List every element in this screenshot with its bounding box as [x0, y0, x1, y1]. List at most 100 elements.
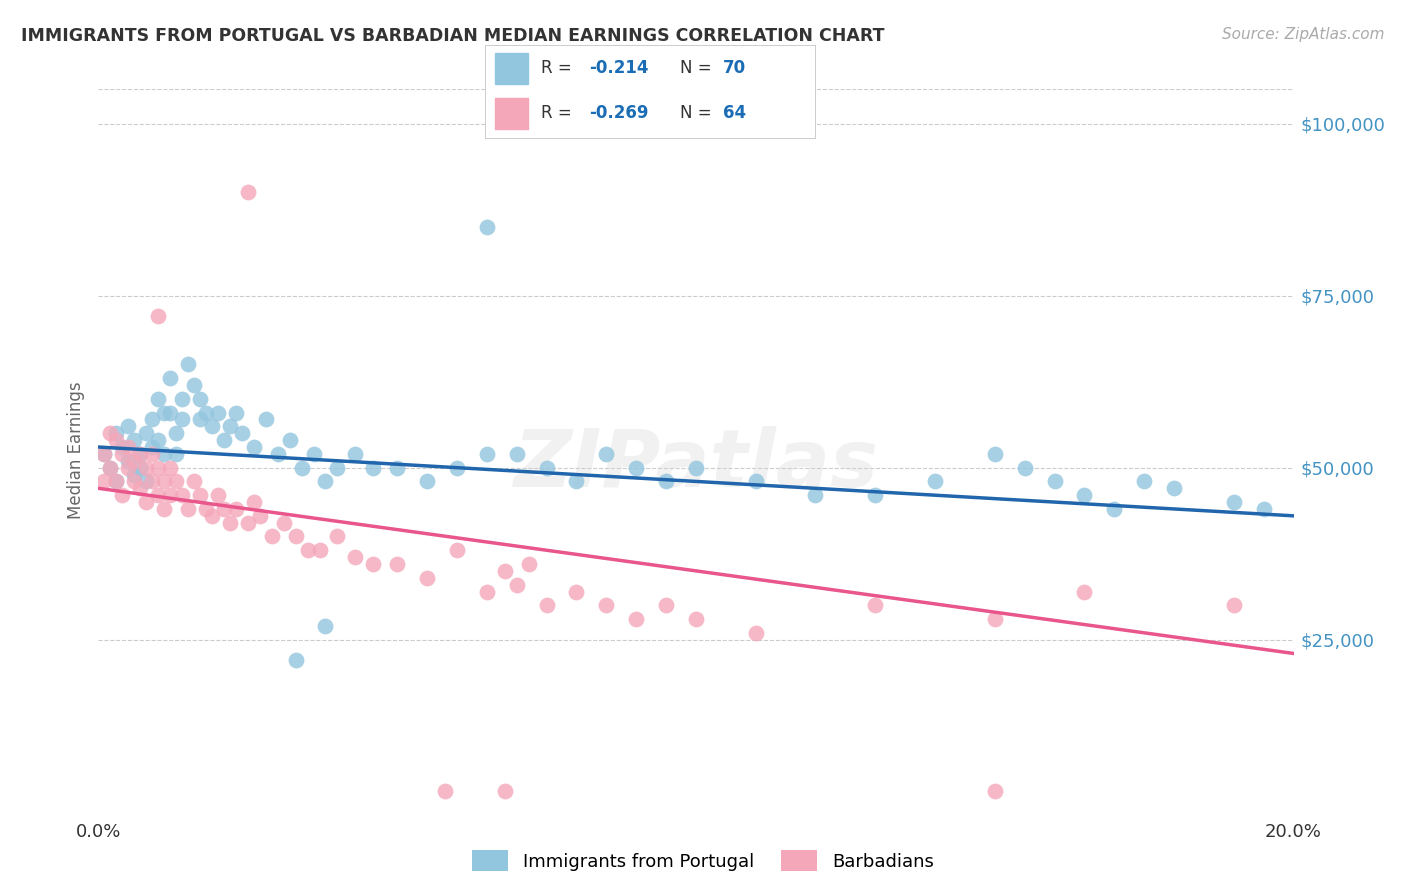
Point [416, 475, 439, 489]
Point [326, 460, 349, 475]
Point [655, 599, 678, 613]
Point [98, 460, 122, 475]
Point [308, 543, 330, 558]
Point [165, 475, 187, 489]
Point [260, 529, 283, 543]
Point [117, 440, 139, 454]
Point [117, 454, 139, 468]
Point [159, 488, 181, 502]
Point [595, 599, 617, 613]
Point [865, 488, 887, 502]
Point [363, 460, 385, 475]
Point [273, 516, 295, 530]
Text: -0.214: -0.214 [589, 60, 648, 78]
Point [117, 460, 139, 475]
Point [267, 447, 290, 461]
Point [416, 571, 439, 585]
Point [188, 488, 211, 502]
Point [207, 406, 229, 420]
Point [141, 475, 163, 489]
Point [124, 467, 146, 482]
Point [212, 433, 235, 447]
Point [475, 584, 498, 599]
Point [685, 612, 707, 626]
Point [135, 495, 157, 509]
Point [1223, 599, 1246, 613]
Point [93, 475, 115, 489]
Text: R =: R = [541, 60, 578, 78]
Point [565, 475, 588, 489]
Point [626, 460, 648, 475]
Point [231, 426, 253, 441]
Point [105, 433, 128, 447]
Point [1163, 481, 1185, 495]
Point [225, 502, 247, 516]
Point [98, 426, 122, 441]
Point [517, 557, 540, 571]
Point [153, 475, 176, 489]
Point [1104, 502, 1126, 516]
Point [1014, 460, 1036, 475]
Text: ZIPatlas: ZIPatlas [513, 425, 879, 504]
Point [148, 310, 170, 324]
Point [475, 219, 498, 234]
Text: Source: ZipAtlas.com: Source: ZipAtlas.com [1222, 27, 1385, 42]
Point [165, 426, 187, 441]
Point [924, 475, 946, 489]
Point [183, 378, 205, 392]
Point [249, 508, 271, 523]
Point [183, 475, 205, 489]
Point [1073, 584, 1095, 599]
Point [494, 564, 516, 578]
Point [219, 419, 242, 434]
Point [506, 447, 529, 461]
Point [172, 412, 194, 426]
Text: 70: 70 [723, 60, 747, 78]
Point [129, 481, 152, 495]
Point [93, 447, 115, 461]
Point [141, 440, 163, 454]
Point [494, 784, 516, 798]
Point [129, 460, 152, 475]
Point [506, 577, 529, 591]
Point [745, 475, 768, 489]
Point [536, 599, 558, 613]
Text: R =: R = [541, 104, 578, 122]
Point [135, 475, 157, 489]
Text: 64: 64 [723, 104, 747, 122]
Point [236, 186, 259, 200]
Point [1253, 502, 1275, 516]
Point [326, 529, 349, 543]
Point [565, 584, 588, 599]
Point [124, 454, 146, 468]
Point [148, 392, 170, 406]
Point [159, 406, 181, 420]
Point [159, 371, 181, 385]
Point [315, 475, 337, 489]
Point [363, 557, 385, 571]
Point [1133, 475, 1156, 489]
Text: -0.269: -0.269 [589, 104, 648, 122]
Y-axis label: Median Earnings: Median Earnings [66, 382, 84, 519]
Point [685, 460, 707, 475]
Point [865, 599, 887, 613]
Point [117, 419, 139, 434]
Point [595, 447, 617, 461]
Point [201, 508, 224, 523]
Point [655, 475, 678, 489]
Point [475, 447, 498, 461]
Point [291, 460, 314, 475]
Point [212, 502, 235, 516]
Point [172, 392, 194, 406]
Point [148, 460, 170, 475]
Point [129, 447, 152, 461]
Point [177, 502, 200, 516]
Point [984, 447, 1007, 461]
Point [446, 543, 468, 558]
Point [434, 784, 457, 798]
Point [626, 612, 648, 626]
Point [124, 433, 146, 447]
Point [177, 358, 200, 372]
Text: IMMIGRANTS FROM PORTUGAL VS BARBADIAN MEDIAN EARNINGS CORRELATION CHART: IMMIGRANTS FROM PORTUGAL VS BARBADIAN ME… [21, 27, 884, 45]
Text: N =: N = [681, 60, 717, 78]
